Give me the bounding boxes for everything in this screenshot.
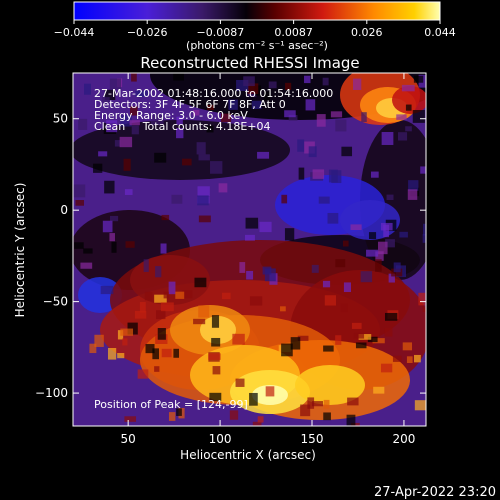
x-tick-label: 150 bbox=[301, 432, 324, 446]
info-time-range: 27-Mar-2002 01:48:16.000 to 01:54:16.000 bbox=[94, 87, 333, 100]
footer-timestamp: 27-Apr-2022 23:20 bbox=[374, 485, 496, 500]
colorbar-gradient bbox=[73, 1, 441, 21]
y-tick-label: 50 bbox=[53, 112, 68, 126]
colorbar-tick-label: −0.026 bbox=[127, 26, 168, 39]
y-tick-label: −50 bbox=[43, 295, 68, 309]
y-axis-label: Heliocentric Y (arcsec) bbox=[13, 183, 27, 318]
peak-position: Position of Peak = [124,-99] bbox=[94, 398, 248, 411]
colorbar: −0.044 −0.026 −0.0087 0.0087 0.026 0.044 (pho… bbox=[54, 1, 456, 52]
y-tick-label: −100 bbox=[35, 386, 68, 400]
image-info: 27-Mar-2002 01:48:16.000 to 01:54:16.000… bbox=[94, 87, 333, 133]
colorbar-tick-label: 0.026 bbox=[351, 26, 383, 39]
colorbar-tick-label: 0.0087 bbox=[274, 26, 313, 39]
y-tick-label: 0 bbox=[60, 203, 68, 217]
x-tick-label: 200 bbox=[392, 432, 415, 446]
x-tick-label: 50 bbox=[121, 432, 136, 446]
info-counts: Clean Total counts: 4.18E+04 bbox=[94, 120, 271, 133]
image-title: Reconstructed RHESSI Image bbox=[140, 54, 359, 72]
info-energy: Energy Range: 3.0 - 6.0 keV bbox=[94, 109, 248, 122]
reconstructed-image bbox=[73, 73, 426, 426]
colorbar-tick-label: 0.044 bbox=[424, 26, 456, 39]
colorbar-units-label: (photons cm⁻² s⁻¹ asec⁻²) bbox=[186, 39, 328, 52]
x-tick-label: 100 bbox=[209, 432, 232, 446]
info-detectors: Detectors: 3F 4F 5F 6F 7F 8F, Att 0 bbox=[94, 98, 286, 111]
axis-ticks: 50 100 150 200 −100 −50 0 50 bbox=[35, 73, 426, 446]
colorbar-tick-label: −0.044 bbox=[54, 26, 95, 39]
colorbar-tick-label: −0.0087 bbox=[197, 26, 245, 39]
plot-frame bbox=[72, 72, 427, 427]
x-axis-label: Heliocentric X (arcsec) bbox=[180, 448, 316, 462]
colorbar-ticks: −0.044 −0.026 −0.0087 0.0087 0.026 0.044 bbox=[54, 20, 456, 39]
